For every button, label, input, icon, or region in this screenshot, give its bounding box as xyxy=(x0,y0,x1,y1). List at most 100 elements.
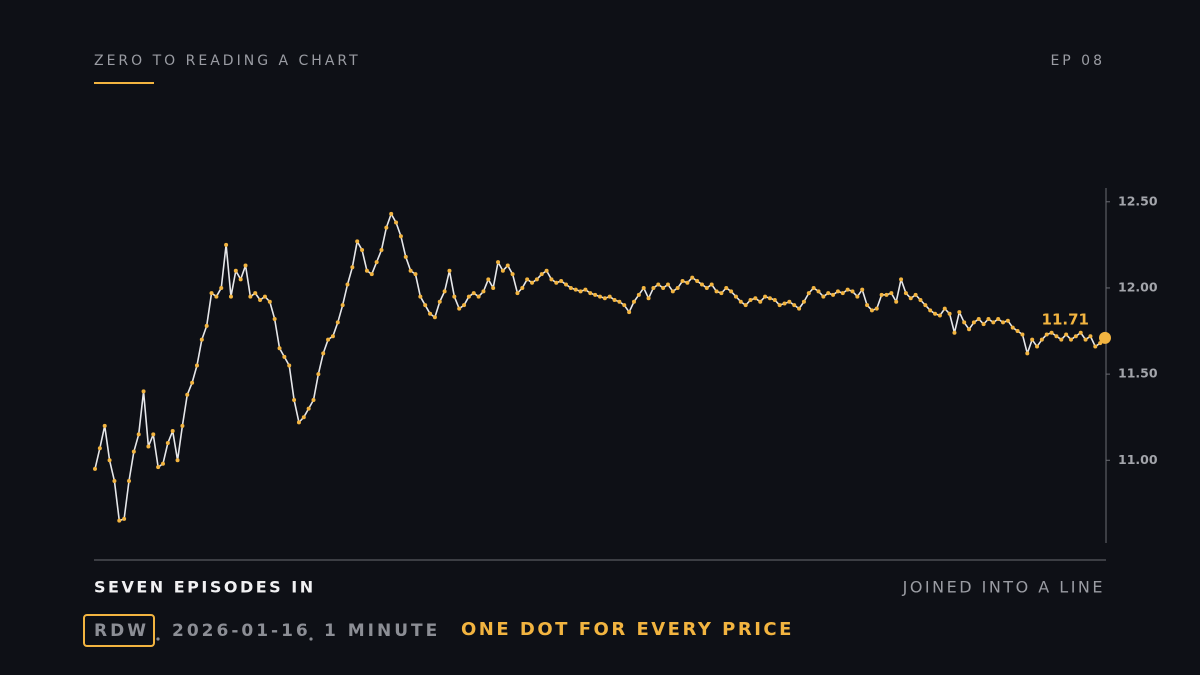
price-dot xyxy=(908,296,913,301)
price-dot xyxy=(1069,337,1074,342)
price-dot xyxy=(1078,330,1083,335)
price-dot xyxy=(1088,334,1093,339)
price-dot xyxy=(374,260,379,265)
price-dot xyxy=(471,291,476,296)
price-dot xyxy=(724,285,729,290)
price-dot xyxy=(937,313,942,318)
price-dot xyxy=(403,254,408,259)
price-dot xyxy=(1010,325,1015,330)
price-dot xyxy=(1015,329,1020,334)
price-dot xyxy=(753,296,758,301)
price-dot xyxy=(102,423,107,428)
price-dot xyxy=(350,265,355,270)
caption-left: SEVEN EPISODES IN xyxy=(94,578,316,597)
price-dot xyxy=(394,220,399,225)
price-dot xyxy=(869,308,874,313)
price-dot xyxy=(918,298,923,303)
price-dot xyxy=(704,285,709,290)
price-dot xyxy=(879,292,884,297)
price-dot xyxy=(544,268,549,273)
price-dot xyxy=(500,268,505,273)
price-dot xyxy=(874,306,879,311)
price-dot xyxy=(641,285,646,290)
price-dot xyxy=(685,280,690,285)
price-dot xyxy=(122,516,127,521)
price-dot xyxy=(190,380,195,385)
price-dot xyxy=(389,211,394,216)
price-dot xyxy=(423,303,428,308)
price-dot xyxy=(777,303,782,308)
price-dot xyxy=(1049,330,1054,335)
price-dot xyxy=(1001,320,1006,325)
price-dot xyxy=(564,282,569,287)
price-dot xyxy=(1030,337,1035,342)
price-dot xyxy=(505,263,510,268)
last-price-dot xyxy=(1099,331,1111,344)
price-dot xyxy=(835,289,840,294)
price-dot xyxy=(792,303,797,308)
price-dot xyxy=(884,292,889,297)
price-dot xyxy=(656,282,661,287)
price-dot xyxy=(549,277,554,282)
price-dot xyxy=(447,268,452,273)
price-dot xyxy=(695,279,700,284)
price-dot xyxy=(219,285,224,290)
price-dot xyxy=(913,292,918,297)
price-dot xyxy=(364,268,369,273)
ticker: RDW xyxy=(94,621,149,641)
price-dot xyxy=(534,277,539,282)
price-dot xyxy=(1073,334,1078,339)
price-dot xyxy=(573,287,578,292)
price-dot xyxy=(525,277,530,282)
price-dot xyxy=(296,420,301,425)
price-dot xyxy=(962,320,967,325)
y-tick-label: 11.00 xyxy=(1118,452,1158,467)
price-dot xyxy=(199,337,204,342)
note: ONE DOT FOR EVERY PRICE xyxy=(461,619,794,640)
price-dot xyxy=(840,291,845,296)
price-dot xyxy=(971,320,976,325)
price-dot xyxy=(758,299,763,304)
price-dot xyxy=(588,291,593,296)
price-dot xyxy=(292,397,297,402)
price-dot xyxy=(316,372,321,377)
price-dot xyxy=(981,322,986,327)
price-dot xyxy=(1005,318,1010,323)
price-dot xyxy=(568,285,573,290)
price-dot xyxy=(1059,337,1064,342)
price-dot xyxy=(1039,337,1044,342)
price-dot xyxy=(306,406,311,411)
price-dot xyxy=(180,423,185,428)
price-dot xyxy=(345,282,350,287)
price-dot xyxy=(933,311,938,316)
price-dot xyxy=(117,518,122,523)
price-dot xyxy=(680,279,685,284)
price-dot xyxy=(607,294,612,299)
price-dot xyxy=(321,351,326,356)
price-dot xyxy=(952,330,957,335)
price-dot xyxy=(326,337,331,342)
price-dot xyxy=(719,291,724,296)
price-dot xyxy=(748,298,753,303)
price-dot xyxy=(287,363,292,368)
price-dot xyxy=(612,298,617,303)
price-dot xyxy=(476,294,481,299)
price-dot xyxy=(520,285,525,290)
price-dot xyxy=(903,291,908,296)
price-dot xyxy=(991,320,996,325)
price-dot xyxy=(204,323,209,328)
price-dot xyxy=(928,308,933,313)
price-dot xyxy=(578,289,583,294)
separator xyxy=(309,637,313,641)
price-dot xyxy=(175,458,180,463)
price-dot xyxy=(442,289,447,294)
price-dot xyxy=(811,285,816,290)
price-dot xyxy=(224,242,229,247)
price-dot xyxy=(486,277,491,282)
date: 2026-01-16 xyxy=(172,621,311,641)
price-dot xyxy=(496,260,501,265)
price-dot xyxy=(763,294,768,299)
price-dot xyxy=(384,225,389,230)
price-dot xyxy=(452,294,457,299)
